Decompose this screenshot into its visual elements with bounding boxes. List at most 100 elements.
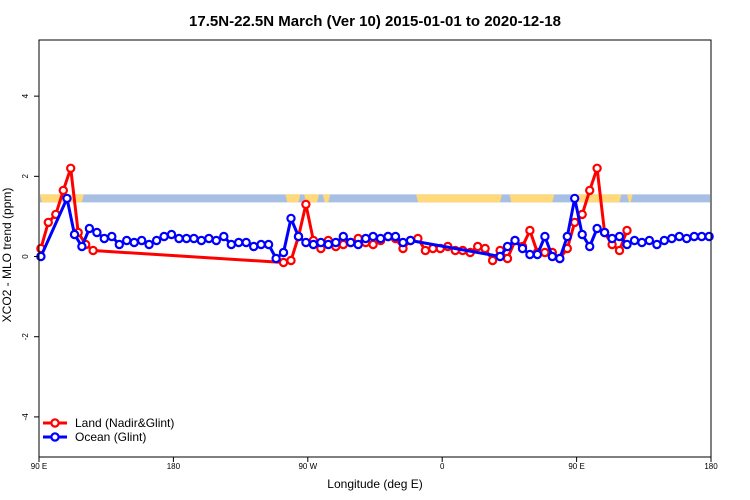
data-point bbox=[495, 251, 505, 262]
data-point bbox=[592, 223, 602, 234]
data-point bbox=[353, 239, 363, 250]
data-point bbox=[88, 245, 98, 256]
land-segment-5 bbox=[509, 194, 555, 203]
x-tick-label: 0 bbox=[440, 462, 445, 471]
data-point bbox=[65, 163, 76, 173]
data-point bbox=[502, 253, 513, 264]
data-point bbox=[346, 237, 356, 248]
data-point bbox=[263, 239, 274, 250]
data-point bbox=[562, 231, 573, 242]
data-point bbox=[517, 243, 528, 254]
y-tick-label: 2 bbox=[21, 174, 30, 179]
data-point bbox=[577, 229, 587, 240]
data-point bbox=[405, 235, 416, 246]
data-point bbox=[278, 247, 289, 258]
data-point bbox=[211, 235, 221, 246]
x-tick-label: 180 bbox=[704, 462, 718, 471]
data-point bbox=[219, 231, 229, 242]
data-point bbox=[682, 233, 692, 244]
y-tick-label: 4 bbox=[21, 93, 30, 98]
y-axis-label: XCO2 - MLO trend (ppm) bbox=[0, 188, 14, 323]
data-point bbox=[525, 249, 535, 260]
data-point bbox=[487, 255, 498, 266]
plot-frame bbox=[38, 39, 712, 458]
data-point bbox=[555, 253, 565, 264]
x-axis: 90 E 180 90 W 0 90 E 180 bbox=[31, 457, 718, 471]
data-point bbox=[144, 239, 154, 250]
data-point bbox=[204, 233, 214, 244]
data-point bbox=[248, 241, 259, 252]
data-point bbox=[136, 235, 147, 246]
data-point bbox=[121, 235, 132, 246]
data-point bbox=[697, 231, 707, 242]
data-point bbox=[84, 223, 95, 234]
data-point bbox=[286, 255, 296, 266]
data-point bbox=[368, 231, 378, 242]
data-point bbox=[704, 231, 714, 242]
land-segment-1 bbox=[285, 194, 301, 203]
data-point bbox=[151, 235, 162, 246]
land-segment-7 bbox=[626, 194, 633, 203]
data-point bbox=[189, 233, 199, 244]
data-point bbox=[375, 233, 386, 244]
data-point bbox=[99, 233, 110, 244]
data-point bbox=[181, 233, 192, 244]
data-point bbox=[338, 231, 348, 242]
data-point bbox=[614, 231, 625, 242]
legend-swatch-marker bbox=[50, 418, 60, 428]
data-point bbox=[62, 193, 72, 204]
data-point bbox=[637, 237, 647, 248]
data-point bbox=[420, 245, 431, 256]
data-point bbox=[622, 225, 632, 236]
land-segment-4 bbox=[416, 194, 502, 203]
data-point bbox=[652, 239, 662, 250]
data-point bbox=[301, 199, 311, 210]
data-point bbox=[301, 237, 311, 248]
data-point bbox=[368, 239, 378, 250]
y-axis: -4 -2 0 2 4 bbox=[21, 93, 39, 420]
data-point bbox=[226, 239, 236, 250]
data-point bbox=[256, 239, 266, 250]
data-point bbox=[323, 239, 333, 250]
data-point bbox=[174, 233, 184, 244]
data-point bbox=[532, 249, 543, 260]
data-point bbox=[570, 217, 580, 228]
ocean-band bbox=[40, 194, 710, 203]
data-point bbox=[659, 235, 670, 246]
data-point bbox=[316, 237, 326, 248]
data-point bbox=[547, 251, 558, 262]
legend: Land (Nadir&Glint)Ocean (Glint) bbox=[43, 416, 174, 444]
x-axis-label: Longitude (deg E) bbox=[327, 477, 422, 491]
land-segment-6 bbox=[574, 194, 622, 203]
data-point bbox=[271, 253, 281, 264]
data-point bbox=[383, 231, 393, 242]
data-point bbox=[607, 233, 617, 244]
data-point bbox=[585, 185, 595, 196]
data-point bbox=[585, 241, 595, 252]
data-point bbox=[629, 235, 640, 246]
data-point bbox=[540, 231, 550, 242]
data-point bbox=[667, 233, 677, 244]
y-tick-label: 0 bbox=[21, 254, 30, 259]
data-point bbox=[293, 231, 304, 242]
data-point bbox=[129, 237, 139, 248]
land-ocean-mask bbox=[40, 194, 710, 203]
legend-label: Ocean (Glint) bbox=[75, 430, 146, 444]
data-point bbox=[107, 231, 117, 242]
x-tick-label: 90 E bbox=[568, 462, 584, 471]
data-point bbox=[69, 229, 80, 240]
data-point bbox=[241, 237, 251, 248]
data-point bbox=[525, 225, 535, 236]
data-point bbox=[510, 235, 520, 246]
data-point bbox=[338, 239, 348, 250]
data-point bbox=[331, 237, 341, 248]
data-point bbox=[166, 229, 177, 240]
data-point bbox=[599, 227, 610, 238]
data-point bbox=[286, 213, 296, 224]
data-point bbox=[674, 231, 685, 242]
x-tick-label: 90 W bbox=[298, 462, 317, 471]
data-point bbox=[58, 185, 69, 196]
data-point bbox=[480, 243, 490, 254]
data-point bbox=[92, 227, 102, 238]
